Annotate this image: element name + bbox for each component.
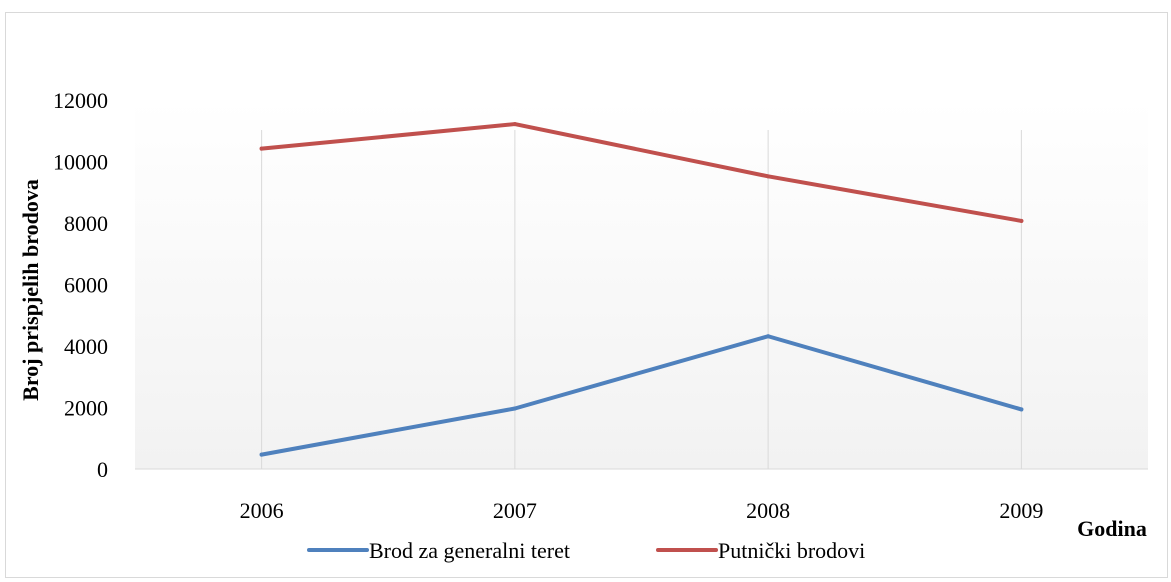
x-tick-label: 2007 [493,498,537,523]
plot-area [135,100,1148,469]
legend-label: Brod za generalni teret [369,538,570,563]
y-tick-label: 2000 [64,396,108,421]
y-tick-label: 10000 [53,150,108,175]
data-point [259,452,264,457]
data-point [766,174,771,179]
y-tick-label: 0 [97,457,108,482]
legend-item: Putnički brodovi [656,538,865,563]
x-tick-label: 2006 [240,498,284,523]
legend-item: Brod za generalni teret [307,538,570,563]
x-tick-label: 2008 [746,498,790,523]
series-2 [259,122,1024,223]
y-tick-label: 12000 [53,88,108,113]
x-axis-title: Godina [1077,516,1147,541]
data-point [1019,407,1024,412]
series-1 [259,334,1024,457]
y-tick-label: 4000 [64,334,108,359]
data-point [766,334,771,339]
y-tick-label: 6000 [64,273,108,298]
data-point [1019,218,1024,223]
series-line [259,122,1024,223]
legend: Brod za generalni teret Putnički brodovi [307,538,865,563]
gridlines [261,130,1022,469]
series-lines [259,122,1024,457]
data-point [512,406,517,411]
y-tick-label: 8000 [64,211,108,236]
y-axis-title: Broj prispjelih brodova [18,179,43,401]
data-point [512,122,517,127]
legend-label: Putnički brodovi [718,538,865,563]
y-axis-tick-labels: 0 2000 4000 6000 8000 10000 12000 [53,88,108,482]
data-point [259,146,264,151]
x-axis-tick-labels: 2006 2007 2008 2009 [240,498,1044,523]
x-tick-label: 2009 [999,498,1043,523]
series-line [259,334,1024,457]
